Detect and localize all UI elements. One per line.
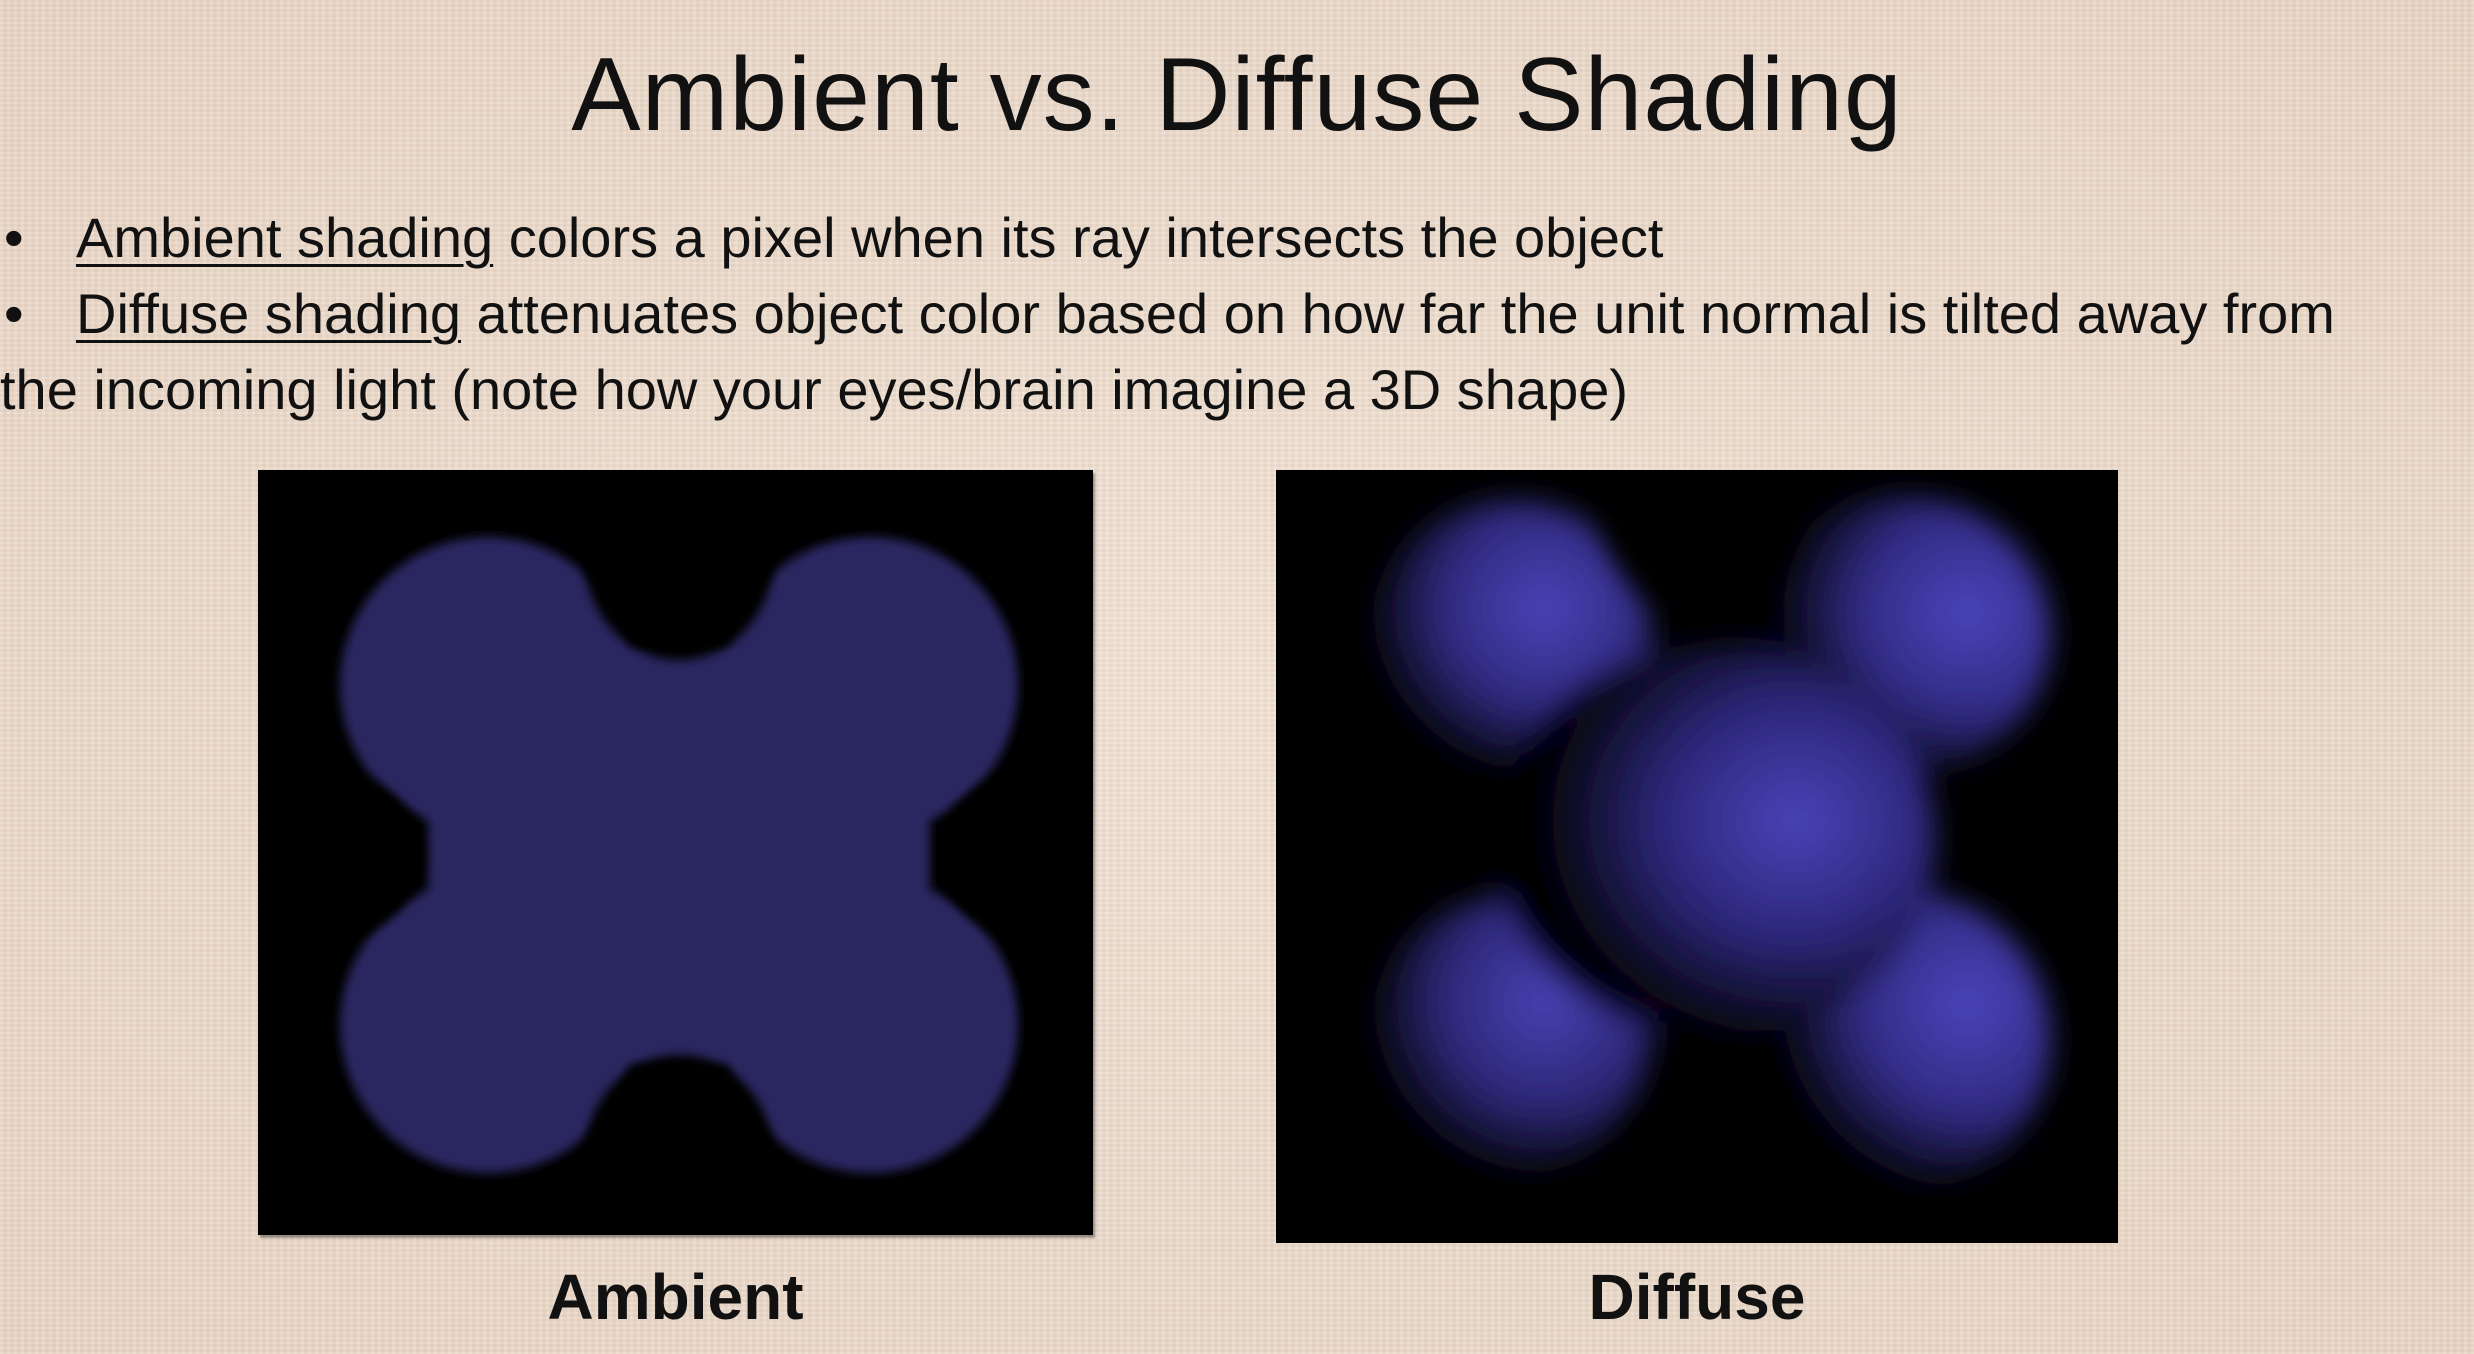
term-ambient-shading: Ambient shading [76,206,494,269]
bullet-list: • Ambient shading colors a pixel when its… [0,200,2440,428]
bullet-marker: • [4,206,24,269]
bullet-text: colors a pixel when its ray intersects t… [493,206,1664,269]
bullet-marker: • [4,282,24,345]
diffuse-blob-shape [1371,495,2051,1190]
caption-ambient: Ambient [547,1261,804,1333]
diffuse-blob-figure [1276,470,2118,1243]
bullet-continuation-text: the incoming light (note how your eyes/b… [0,358,1629,421]
bullet-item-diffuse: • Diffuse shading attenuates object color… [0,276,2440,352]
diffuse-render-image [1276,470,2118,1243]
bullet-text: attenuates object color based on how far… [461,282,2335,345]
ambient-blob-figure [258,470,1093,1235]
caption-diffuse: Diffuse [1588,1261,1806,1333]
ambient-blob-shape [340,537,1018,1173]
ambient-render-image [258,470,1093,1235]
bullet-item-ambient: • Ambient shading colors a pixel when its… [0,200,2440,276]
slide-title: Ambient vs. Diffuse Shading [571,37,1903,153]
bullet-continuation: the incoming light (note how your eyes/b… [0,352,2440,428]
term-diffuse-shading: Diffuse shading [76,282,461,345]
